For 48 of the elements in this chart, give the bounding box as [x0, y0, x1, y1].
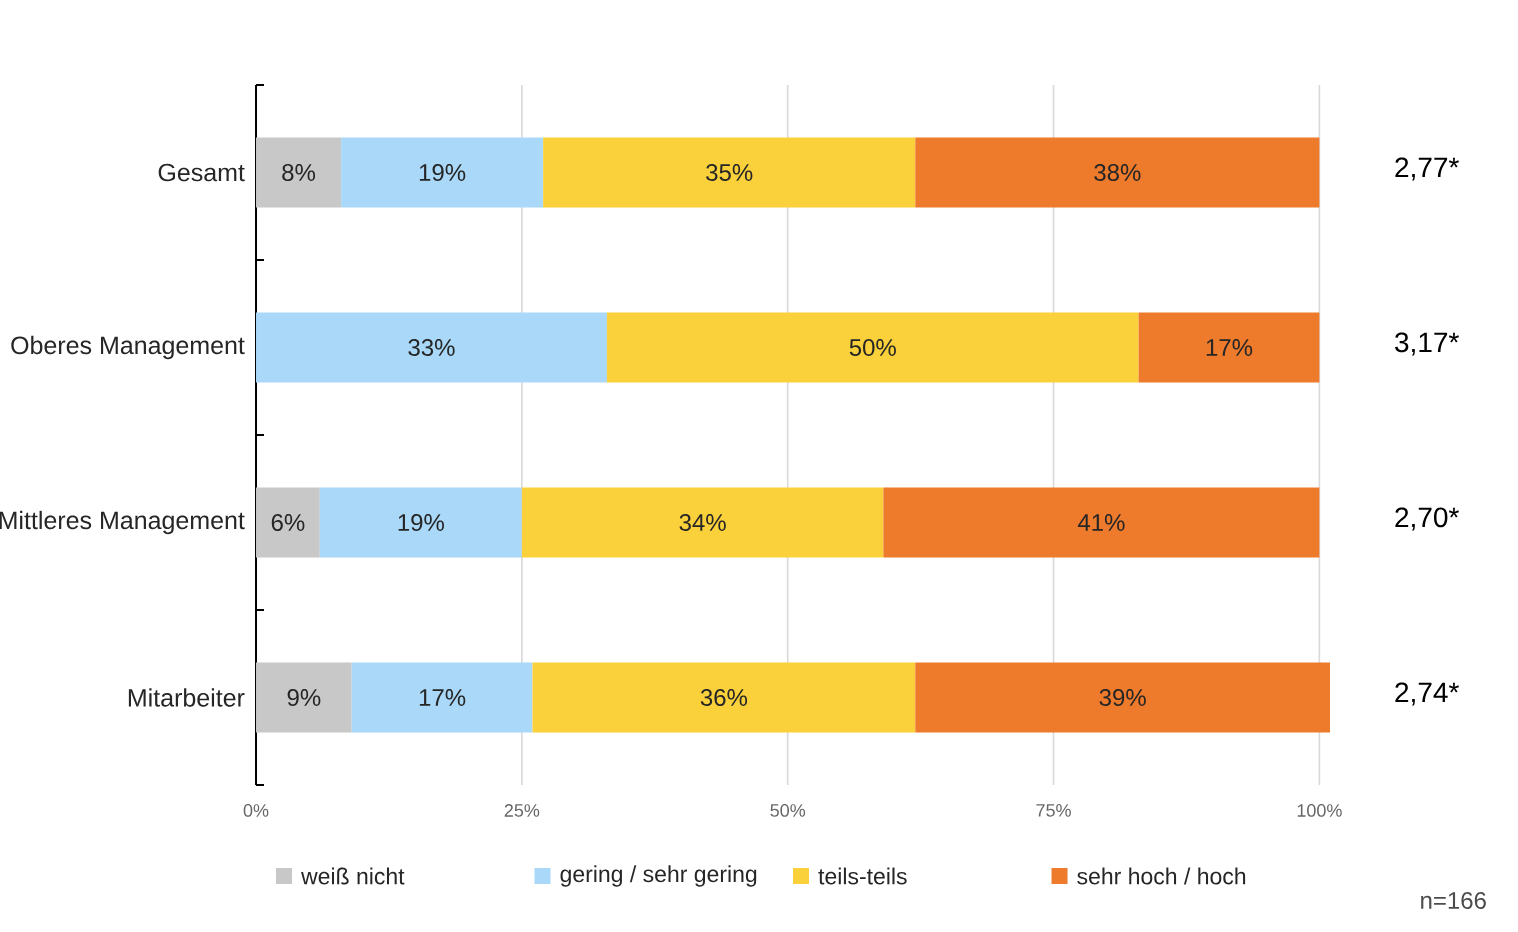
text: 2,70*	[1395, 507, 1459, 531]
legend-label: weiß nicht	[301, 867, 405, 885]
bar	[351, 662, 533, 733]
bar	[543, 137, 916, 208]
y-tick-label: Mittleres Management	[0, 510, 245, 535]
bar	[256, 312, 607, 383]
x-tick-label: 0%	[243, 804, 269, 817]
bar	[319, 487, 522, 558]
bar	[341, 137, 544, 208]
bar	[915, 662, 1331, 733]
data-label: 19%	[398, 514, 444, 531]
legend-label: gering / sehr gering	[560, 865, 757, 887]
bar	[256, 662, 352, 733]
data-label: 38%	[1094, 164, 1141, 181]
x-tick-label: 100%	[1297, 804, 1342, 817]
legend-label: teils-teils	[818, 867, 907, 885]
bar	[606, 312, 1139, 383]
text: 3,17*	[1395, 332, 1459, 356]
x-tick-label: 75%	[1036, 804, 1071, 817]
x-tick-label: 50%	[770, 804, 806, 817]
y-tick-label: Oberes Management	[11, 335, 245, 360]
data-label: 50%	[849, 339, 896, 356]
data-label: 34%	[679, 514, 726, 531]
data-label: 39%	[1099, 689, 1146, 706]
bar	[521, 487, 884, 558]
bar	[256, 487, 320, 558]
data-label: 8%	[282, 164, 316, 181]
x-tick-label: 25%	[504, 804, 540, 817]
bar	[1138, 312, 1320, 383]
data-label: 9%	[287, 689, 321, 706]
data-label: 41%	[1077, 514, 1125, 531]
text: 2,77*	[1395, 157, 1459, 181]
bar	[532, 662, 916, 733]
text: 2,74*	[1395, 682, 1459, 706]
legend-label: sehr hoch / hoch	[1077, 867, 1246, 885]
y-tick-label: Mitarbeiter	[128, 688, 245, 707]
bar	[915, 137, 1320, 208]
data-label: 35%	[706, 164, 753, 181]
data-label: 36%	[700, 689, 748, 706]
data-label: 17%	[419, 689, 466, 706]
y-tick-label: Gesamt	[158, 163, 245, 182]
text: n=166	[1421, 891, 1486, 909]
bar	[256, 137, 342, 208]
data-label: 19%	[419, 164, 466, 181]
data-label: 17%	[1206, 339, 1253, 356]
bar	[883, 487, 1320, 558]
data-label: 33%	[408, 339, 455, 356]
data-label: 6%	[271, 514, 305, 531]
